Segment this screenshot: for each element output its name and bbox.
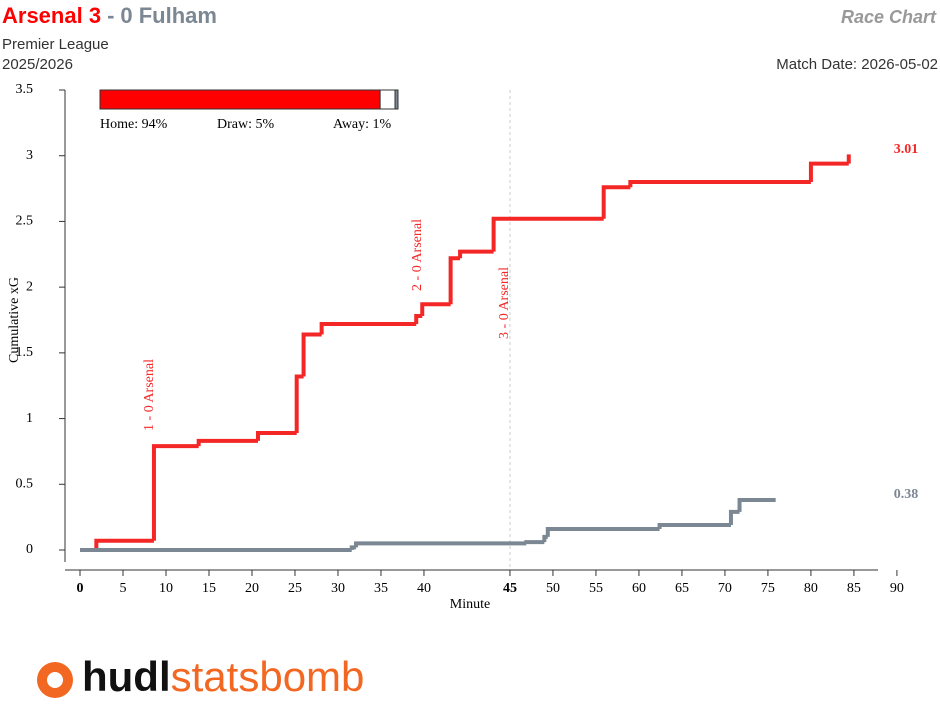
y-tick-label: 2.5 xyxy=(16,214,34,229)
step-segment xyxy=(414,314,423,324)
step-segment xyxy=(349,545,357,550)
logo: hudlstatsbomb xyxy=(37,653,364,700)
step-segment xyxy=(808,161,849,182)
away-score: 0 Fulham xyxy=(120,3,217,28)
step-segment xyxy=(448,256,461,305)
step-segment xyxy=(491,216,604,252)
match-title: Arsenal 3-0 Fulham xyxy=(2,3,217,28)
step-segment xyxy=(94,538,154,550)
end-value-label: 0.38 xyxy=(894,487,919,502)
season: 2025/2026 xyxy=(2,56,73,73)
y-axis-label: Cumulative xG xyxy=(7,277,22,363)
x-tick-label: 5 xyxy=(119,581,126,596)
x-tick-label: 25 xyxy=(288,581,302,596)
step-segment xyxy=(657,523,731,529)
x-tick-label: 85 xyxy=(847,581,861,596)
step-segment xyxy=(256,431,297,441)
step-segment xyxy=(728,509,740,526)
x-tick-label: 65 xyxy=(675,581,689,596)
logo-icon-center xyxy=(47,672,63,688)
x-axis-label: Minute xyxy=(450,597,490,612)
step-segment xyxy=(420,302,451,317)
probability-label: Away: 1% xyxy=(333,117,392,132)
step-segment xyxy=(151,444,199,541)
step-segment xyxy=(524,540,545,545)
y-tick-label: 2 xyxy=(26,279,33,294)
x-tick-label: 70 xyxy=(718,581,732,596)
probability-segment xyxy=(394,89,399,110)
chart-name: Race Chart xyxy=(841,7,937,27)
y-tick-label: 0.5 xyxy=(16,477,34,492)
step-segment xyxy=(542,534,548,543)
y-tick-label: 3.5 xyxy=(16,82,34,97)
probability-label: Draw: 5% xyxy=(217,117,274,132)
step-segment xyxy=(601,185,631,219)
step-segment xyxy=(628,180,811,188)
x-tick-label: 90 xyxy=(890,581,904,596)
probability-segment xyxy=(379,89,396,110)
goal-annotation: 1 - 0 Arsenal xyxy=(142,359,157,431)
logo-right: statsbomb xyxy=(171,653,365,700)
goal-annotation: 3 - 0 Arsenal xyxy=(497,267,512,339)
goal-annotation: 2 - 0 Arsenal xyxy=(410,219,425,291)
x-tick-label: 40 xyxy=(417,581,431,596)
x-tick-label: 55 xyxy=(589,581,603,596)
separator: - xyxy=(107,3,114,28)
competition: Premier League xyxy=(2,36,109,53)
x-tick-label: 45 xyxy=(503,581,517,596)
x-tick-label: 20 xyxy=(245,581,259,596)
x-tick-label: 60 xyxy=(632,581,646,596)
match-date: Match Date: 2026-05-02 xyxy=(776,56,938,73)
y-tick-label: 3 xyxy=(26,148,33,163)
step-segment xyxy=(196,438,259,447)
logo-text: hudlstatsbomb xyxy=(82,653,364,700)
y-tick-label: 0 xyxy=(26,542,33,557)
x-tick-label: 50 xyxy=(546,581,560,596)
x-tick-label: 30 xyxy=(331,581,345,596)
x-tick-label: 10 xyxy=(159,581,173,596)
y-tick-label: 1 xyxy=(26,411,33,426)
logo-left: hudl xyxy=(82,653,171,700)
step-segment xyxy=(294,374,304,434)
x-tick-label: 75 xyxy=(761,581,775,596)
home-score: Arsenal 3 xyxy=(2,3,101,28)
step-segment xyxy=(545,526,660,537)
y-tick-label: 1.5 xyxy=(16,345,34,360)
probability-segment xyxy=(99,89,381,110)
step-segment xyxy=(737,498,776,512)
step-segment xyxy=(301,332,322,377)
step-segment xyxy=(458,249,494,259)
series xyxy=(80,154,851,552)
step-segment xyxy=(319,321,417,335)
series xyxy=(80,498,776,552)
x-tick-label: 0 xyxy=(77,581,84,596)
x-tick-label: 80 xyxy=(804,581,818,596)
end-value-label: 3.01 xyxy=(894,142,919,157)
step-segment xyxy=(354,541,527,548)
x-tick-label: 35 xyxy=(374,581,388,596)
x-tick-label: 15 xyxy=(202,581,216,596)
probability-label: Home: 94% xyxy=(100,117,168,132)
